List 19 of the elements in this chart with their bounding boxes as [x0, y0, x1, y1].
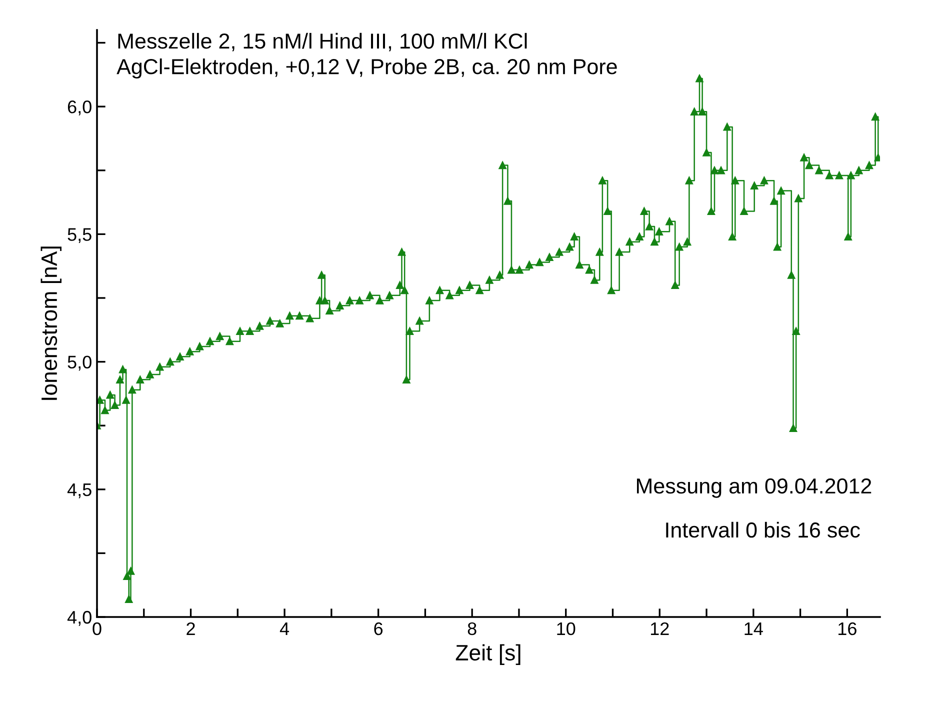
x-tick-label: 4: [280, 622, 290, 635]
x-tick-label: 2: [186, 622, 195, 635]
y-tick-label: 5,0: [68, 356, 92, 371]
text: Messzelle 2, 15 nM/l Hind III, 100 mM/l KCl AgCl-Elektroden, +0,12 V, Probe 2B, ca. 20 nm Pore: [116, 32, 617, 79]
x-tick-label: 10: [557, 622, 576, 636]
x-tick-label: 0: [92, 622, 102, 636]
annotation: Messung am 09.04.2012: [636, 478, 872, 498]
x-tick-label: 12: [650, 622, 669, 635]
y-tick-label: 4,5: [67, 484, 92, 498]
y-tick-label: 4,0: [67, 610, 92, 626]
x-axis-title: Zeit [s]: [456, 644, 520, 665]
y-tick-label: 6,0: [68, 100, 92, 116]
y-tick-label: 5,5: [68, 228, 92, 244]
x-tick-label: 14: [744, 622, 763, 635]
annotation: Intervall 0 bis 16 sec: [666, 522, 860, 538]
x-tick-label: 16: [838, 622, 856, 636]
x-tick-label: 8: [468, 622, 476, 636]
y-axis-title: Ionenstrom [nA]: [40, 246, 62, 400]
x-tick-label: 6: [374, 622, 383, 636]
